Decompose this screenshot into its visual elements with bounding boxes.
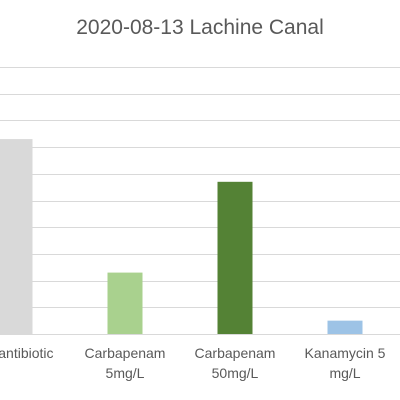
x-tick-label: No antibiotic: [0, 345, 54, 361]
x-tick-label: Carbapenam 50mg/L: [195, 345, 276, 381]
bars: [0, 139, 363, 334]
bar: [107, 272, 143, 334]
bar: [327, 320, 363, 334]
chart-title: 2020-08-13 Lachine Canal: [76, 16, 324, 39]
x-tick-label: Kanamycin 5 mg/L: [305, 345, 386, 381]
grid-lines: [0, 67, 400, 335]
x-tick-label: Carbapenam 5mg/L: [85, 345, 166, 381]
bar: [0, 139, 33, 334]
bar: [217, 181, 253, 334]
